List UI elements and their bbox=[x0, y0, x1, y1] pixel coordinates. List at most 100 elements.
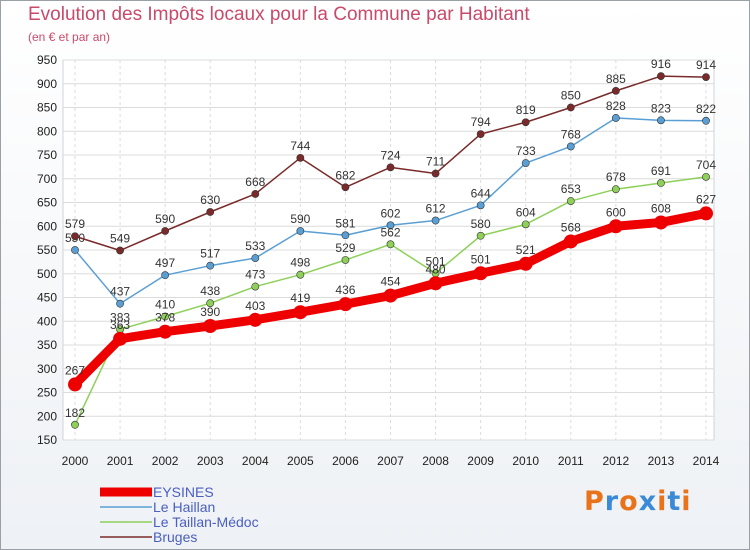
data-label: 691 bbox=[651, 164, 671, 178]
y-tick-label: 900 bbox=[37, 77, 57, 91]
x-tick-label: 2011 bbox=[558, 454, 584, 468]
chart-subtitle: (en € et par an) bbox=[28, 30, 111, 44]
x-tick-label: 2001 bbox=[107, 454, 134, 468]
logo-letter: i bbox=[681, 486, 692, 517]
data-point bbox=[428, 276, 443, 291]
data-point bbox=[113, 331, 128, 346]
data-label: 850 bbox=[561, 89, 581, 103]
y-tick-label: 650 bbox=[37, 196, 57, 210]
legend-label: Le Haillan bbox=[153, 499, 215, 515]
data-label: 517 bbox=[200, 247, 220, 261]
data-label: 602 bbox=[380, 206, 400, 220]
data-point bbox=[341, 231, 350, 240]
data-label: 668 bbox=[245, 175, 265, 189]
data-label: 794 bbox=[471, 115, 491, 129]
data-label: 590 bbox=[155, 212, 175, 226]
series-le-haillan: 5504374975175335905816026126447337688288… bbox=[65, 99, 716, 308]
data-label: 768 bbox=[561, 127, 581, 141]
y-tick-label: 500 bbox=[37, 267, 57, 281]
data-point bbox=[341, 183, 350, 192]
data-label: 627 bbox=[696, 192, 716, 206]
data-point bbox=[158, 324, 173, 339]
data-label: 733 bbox=[516, 144, 536, 158]
data-point bbox=[521, 220, 530, 229]
data-label: 630 bbox=[200, 193, 220, 207]
data-label: 521 bbox=[516, 243, 536, 257]
data-label: 390 bbox=[200, 305, 220, 319]
legend-item: Le Haillan bbox=[100, 499, 215, 515]
data-point bbox=[702, 172, 710, 181]
data-label: 682 bbox=[335, 168, 355, 182]
y-tick-label: 150 bbox=[37, 433, 57, 447]
data-label: 608 bbox=[651, 201, 671, 215]
proxiti-logo: Proxiti bbox=[584, 486, 692, 517]
legend-label: Bruges bbox=[153, 529, 197, 545]
data-point bbox=[71, 420, 79, 429]
data-point bbox=[206, 261, 215, 270]
data-point bbox=[293, 305, 308, 320]
data-point bbox=[386, 221, 395, 230]
data-label: 533 bbox=[245, 239, 265, 253]
x-tick-label: 2009 bbox=[467, 454, 494, 468]
data-point bbox=[521, 159, 530, 167]
data-label: 704 bbox=[696, 158, 716, 172]
data-label: 612 bbox=[426, 202, 446, 216]
logo-letter: o bbox=[619, 486, 639, 517]
data-label: 480 bbox=[426, 262, 446, 276]
data-point bbox=[71, 232, 79, 241]
data-point bbox=[248, 312, 263, 327]
x-tick-label: 2003 bbox=[197, 454, 224, 468]
x-axis: 2000 2001 2002 2003 2004 2005 2006 2007 2008 2009… bbox=[62, 454, 720, 468]
data-point bbox=[473, 266, 488, 281]
data-label: 410 bbox=[155, 298, 175, 312]
data-label: 378 bbox=[155, 311, 175, 325]
data-label: 267 bbox=[65, 363, 85, 377]
data-point bbox=[521, 118, 530, 127]
data-label: 383 bbox=[110, 310, 130, 324]
y-tick-label: 550 bbox=[37, 243, 57, 257]
legend-item: Le Taillan-Médoc bbox=[100, 514, 259, 530]
data-label: 828 bbox=[606, 99, 626, 113]
y-tick-label: 800 bbox=[37, 124, 57, 138]
logo-letter: x bbox=[638, 486, 658, 517]
data-label: 724 bbox=[380, 148, 400, 162]
data-point bbox=[161, 271, 170, 280]
data-point bbox=[341, 256, 350, 264]
data-label: 644 bbox=[471, 186, 491, 200]
data-label: 580 bbox=[471, 217, 491, 231]
data-label: 562 bbox=[380, 225, 400, 239]
x-tick-label: 2007 bbox=[377, 454, 404, 468]
data-label: 437 bbox=[110, 285, 130, 299]
data-label: 473 bbox=[245, 268, 265, 282]
legend-label: EYSINES bbox=[153, 484, 214, 500]
series-bruges: 579 549 590 630 668 744 682 724 711 794 819 850 885 9… bbox=[65, 57, 716, 255]
y-axis: 150 200 250 300 350 400 450 500 550 600 650 700 750 8… bbox=[37, 53, 57, 447]
data-point bbox=[386, 163, 395, 172]
y-tick-label: 950 bbox=[37, 53, 57, 67]
data-point bbox=[251, 282, 260, 291]
data-label: 581 bbox=[335, 216, 355, 230]
data-point bbox=[296, 227, 305, 235]
data-label: 600 bbox=[606, 205, 626, 219]
data-label: 579 bbox=[65, 217, 85, 231]
data-label: 604 bbox=[516, 205, 536, 219]
y-tick-label: 750 bbox=[37, 148, 57, 162]
x-tick-label: 2000 bbox=[62, 454, 89, 468]
data-label: 438 bbox=[200, 284, 220, 298]
y-tick-label: 250 bbox=[37, 386, 57, 400]
data-point bbox=[657, 179, 665, 187]
data-label: 529 bbox=[335, 241, 355, 255]
data-point bbox=[116, 299, 124, 308]
logo-letter: t bbox=[667, 486, 682, 517]
data-point bbox=[476, 130, 485, 138]
x-tick-label: 2006 bbox=[332, 454, 359, 468]
data-label: 822 bbox=[696, 102, 716, 116]
series-layer: 5504374975175335905816026126447337688288… bbox=[65, 57, 716, 429]
data-point bbox=[296, 153, 305, 162]
data-point bbox=[206, 208, 215, 216]
y-tick-label: 350 bbox=[37, 338, 57, 352]
y-tick-label: 300 bbox=[37, 362, 57, 376]
legend-item: Bruges bbox=[100, 529, 197, 545]
